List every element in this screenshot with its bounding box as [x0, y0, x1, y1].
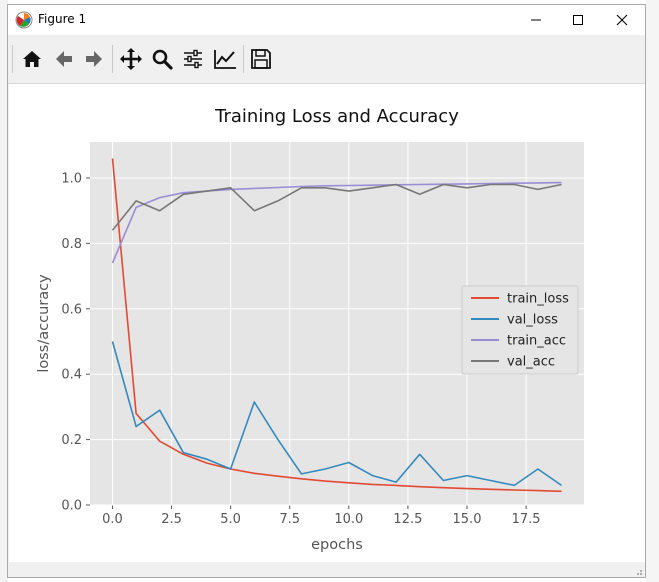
status-bar — [8, 562, 645, 577]
x-tick-label: 10.0 — [334, 512, 363, 527]
x-tick-label: 12.5 — [393, 512, 422, 527]
x-tick-label: 5.0 — [220, 512, 241, 527]
legend-box — [461, 285, 579, 375]
series-line-val-acc — [111, 183, 562, 231]
chart-title: Training Loss and Accuracy — [214, 106, 459, 127]
toolbar-separator — [112, 45, 113, 73]
close-icon — [616, 14, 628, 26]
x-tick-label: 2.5 — [161, 512, 182, 527]
line-chart-icon — [214, 50, 236, 69]
minimize-button[interactable] — [513, 5, 559, 35]
matplotlib-icon — [15, 11, 33, 29]
sliders-icon — [184, 49, 202, 69]
move-icon — [120, 48, 142, 70]
series-line-val-loss — [111, 341, 562, 487]
figure-window: Figure 1 — [7, 4, 646, 578]
y-tick-label: 0.4 — [61, 368, 82, 383]
series-line-train-loss — [111, 158, 562, 493]
maximize-icon — [573, 15, 583, 25]
x-tick-label: 17.5 — [512, 512, 541, 527]
x-tick-label: 0.0 — [102, 512, 123, 527]
background-app-right — [646, 0, 659, 582]
legend-label: val_acc — [507, 355, 555, 370]
pan-button[interactable] — [118, 46, 144, 72]
legend-label: val_loss — [507, 313, 558, 328]
legend-label: train_loss — [507, 292, 569, 307]
zoom-button[interactable] — [149, 46, 175, 72]
title-bar[interactable]: Figure 1 — [8, 5, 645, 35]
x-tick-label: 7.5 — [279, 512, 300, 527]
arrow-right-icon — [86, 51, 102, 67]
legend-label: train_acc — [507, 334, 566, 349]
toolbar-separator — [243, 45, 244, 73]
home-icon — [23, 51, 41, 67]
y-tick-label: 0.6 — [61, 302, 82, 317]
y-tick-label: 1.0 — [61, 171, 82, 186]
window-title: Figure 1 — [38, 12, 87, 26]
save-button[interactable] — [248, 46, 274, 72]
x-axis-label: epochs — [311, 537, 363, 553]
y-tick-label: 0.8 — [61, 237, 82, 252]
y-tick-label: 0.2 — [61, 433, 82, 448]
home-button[interactable] — [19, 46, 45, 72]
back-button[interactable] — [51, 46, 77, 72]
chart: 0.0 2.5 5.0 7.5 10.0 12.5 15.0 17.5 0.0 0.2 0.4 0.6… — [36, 106, 584, 553]
background-app-left — [0, 0, 8, 582]
y-tick-label: 0.0 — [61, 499, 82, 514]
minimize-icon — [531, 19, 541, 21]
y-axis-label: loss/accuracy — [36, 274, 52, 373]
edit-axes-button[interactable] — [212, 46, 238, 72]
forward-button[interactable] — [81, 46, 107, 72]
maximize-button[interactable] — [555, 5, 601, 35]
magnifier-icon — [152, 49, 173, 70]
series-line-train-acc — [111, 181, 562, 264]
x-tick-label: 15.0 — [453, 512, 482, 527]
toolbar-separator — [12, 45, 13, 73]
resize-grip-icon[interactable] — [633, 566, 643, 576]
subplots-button[interactable] — [180, 46, 206, 72]
figure-canvas[interactable]: 0.0 2.5 5.0 7.5 10.0 12.5 15.0 17.5 0.0 0.2 0.4 0.6… — [9, 84, 645, 562]
close-button[interactable] — [599, 5, 645, 35]
arrow-left-icon — [56, 51, 72, 67]
floppy-disk-icon — [251, 49, 271, 69]
navigation-toolbar — [8, 35, 645, 84]
